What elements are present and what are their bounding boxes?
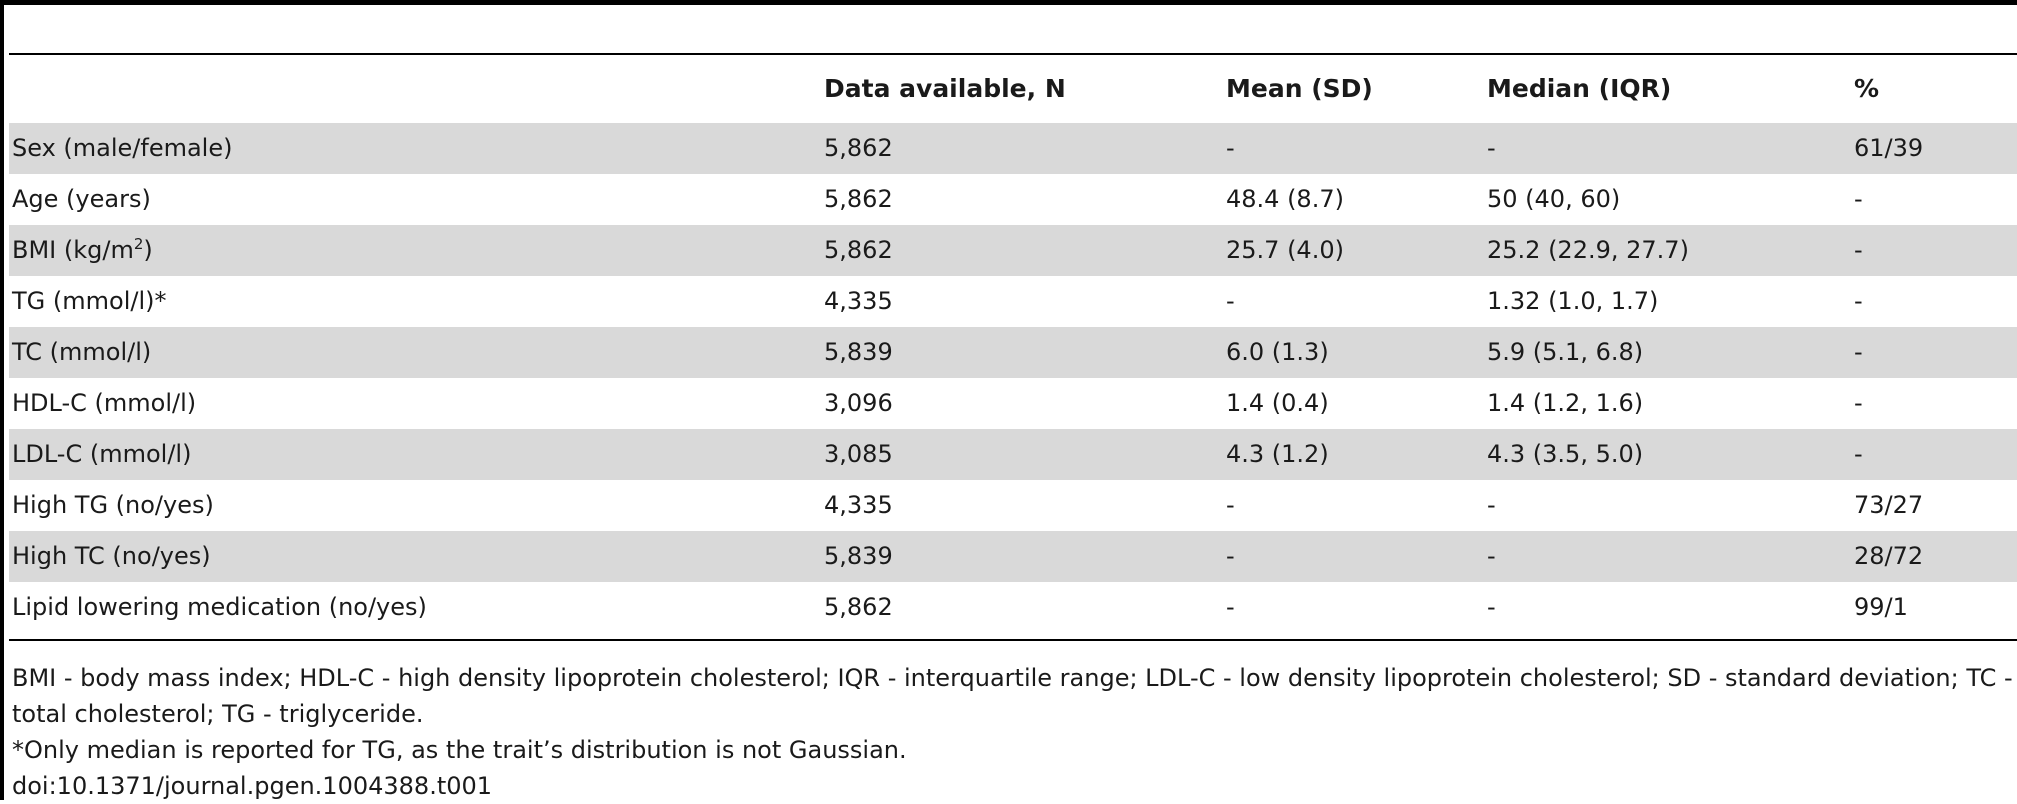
- n-cell: 5,862: [824, 593, 893, 621]
- column-header-median-iqr: Median (IQR): [1487, 74, 1672, 103]
- mean-sd-cell: -: [1226, 593, 1235, 621]
- median-iqr-cell: -: [1487, 593, 1496, 621]
- percent-cell: 99/1: [1854, 593, 1908, 621]
- variable-cell: High TG (no/yes): [12, 491, 214, 519]
- abbreviations-line-2: total cholesterol; TG - triglyceride.: [12, 700, 424, 728]
- median-iqr-cell: 4.3 (3.5, 5.0): [1483, 429, 1850, 480]
- percent-cell: 73/27: [1854, 491, 1924, 519]
- n-cell: 5,839: [820, 531, 1222, 582]
- table-bottom-rule: [9, 639, 2017, 641]
- n-cell: 4,335: [824, 491, 893, 519]
- median-iqr-cell: 1.32 (1.0, 1.7): [1487, 287, 1659, 315]
- n-cell: 5,862: [824, 185, 893, 213]
- table-header-row: Data available, N Mean (SD) Median (IQR)…: [9, 55, 2017, 123]
- variable-cell: TG (mmol/l)*: [12, 287, 167, 315]
- mean-sd-cell: -: [1222, 531, 1483, 582]
- variable-cell: TC (mmol/l): [9, 327, 820, 378]
- n-cell: 5,862: [820, 225, 1222, 276]
- percent-cell: -: [1854, 287, 1863, 315]
- n-cell: 5,839: [820, 327, 1222, 378]
- percent-cell: 61/39: [1850, 123, 2017, 174]
- percent-cell: 28/72: [1850, 531, 2017, 582]
- table-row: BMI (kg/m2) 5,862 25.7 (4.0) 25.2 (22.9, 27…: [9, 225, 2017, 276]
- column-header-variable: [9, 55, 820, 123]
- abbreviations-line-1: BMI - body mass index; HDL-C - high dens…: [12, 664, 2013, 692]
- variable-cell: LDL-C (mmol/l): [9, 429, 820, 480]
- doi-line: doi:10.1371/journal.pgen.1004388.t001: [12, 772, 493, 800]
- variable-cell: HDL-C (mmol/l): [12, 389, 197, 417]
- column-header-percent: %: [1854, 74, 1880, 103]
- median-iqr-cell: -: [1483, 531, 1850, 582]
- median-iqr-cell: 1.4 (1.2, 1.6): [1487, 389, 1644, 417]
- table-row: TG (mmol/l)* 4,335 - 1.32 (1.0, 1.7) -: [9, 276, 2017, 327]
- table-row: Sex (male/female) 5,862- -61/39: [9, 123, 2017, 174]
- table-row: LDL-C (mmol/l) 3,085 4.3 (1.2) 4.3 (3.5, 5.…: [9, 429, 2017, 480]
- mean-sd-cell: -: [1226, 287, 1235, 315]
- n-cell: 5,862: [820, 123, 1222, 174]
- mean-sd-cell: 6.0 (1.3): [1222, 327, 1483, 378]
- percent-cell: -: [1850, 327, 2017, 378]
- mean-sd-cell: -: [1226, 491, 1235, 519]
- table-row: TC (mmol/l) 5,839 6.0 (1.3) 5.9 (5.1, 6.8) -: [9, 327, 2017, 378]
- table-row: HDL-C (mmol/l) 3,096 1.4 (0.4) 1.4 (1.2, 1.…: [9, 378, 2017, 429]
- median-iqr-cell: -: [1483, 123, 1850, 174]
- variable-cell: High TC (no/yes): [9, 531, 820, 582]
- table-row: Age (years) 5,862 48.4 (8.7) 50 (40, 60) -: [9, 174, 2017, 225]
- percent-cell: -: [1850, 429, 2017, 480]
- median-iqr-cell: -: [1487, 491, 1496, 519]
- column-header-mean-sd: Mean (SD): [1226, 74, 1373, 103]
- mean-sd-cell: -: [1222, 123, 1483, 174]
- table-row: Lipid lowering medication (no/yes) 5,862 -…: [9, 582, 2017, 633]
- header-top-rule: [9, 53, 2017, 55]
- n-cell: 4,335: [824, 287, 893, 315]
- table-row: High TC (no/yes) 5,839- -28/72: [9, 531, 2017, 582]
- variable-cell: Age (years): [12, 185, 151, 213]
- median-iqr-cell: 25.2 (22.9, 27.7): [1483, 225, 1850, 276]
- mean-sd-cell: 1.4 (0.4): [1226, 389, 1329, 417]
- mean-sd-cell: 25.7 (4.0): [1222, 225, 1483, 276]
- variable-cell: Lipid lowering medication (no/yes): [12, 593, 427, 621]
- table-row: High TG (no/yes) 4,335 - - 73/27: [9, 480, 2017, 531]
- mean-sd-cell: 4.3 (1.2): [1222, 429, 1483, 480]
- percent-cell: -: [1854, 389, 1863, 417]
- top-border-rule: [4, 0, 2017, 5]
- n-cell: 3,085: [820, 429, 1222, 480]
- median-iqr-cell: 50 (40, 60): [1487, 185, 1621, 213]
- left-border-rule: [0, 0, 4, 800]
- table-footnotes: BMI - body mass index; HDL-C - high dens…: [12, 660, 2013, 804]
- percent-cell: -: [1850, 225, 2017, 276]
- mean-sd-cell: 48.4 (8.7): [1226, 185, 1344, 213]
- percent-cell: -: [1854, 185, 1863, 213]
- column-header-n: Data available, N: [824, 74, 1066, 103]
- tg-footnote: *Only median is reported for TG, as the …: [12, 736, 907, 764]
- variable-cell: Sex (male/female): [9, 123, 820, 174]
- variable-cell: BMI (kg/m2): [9, 225, 820, 276]
- n-cell: 3,096: [824, 389, 893, 417]
- summary-table: Data available, N Mean (SD) Median (IQR)…: [9, 55, 2017, 633]
- median-iqr-cell: 5.9 (5.1, 6.8): [1483, 327, 1850, 378]
